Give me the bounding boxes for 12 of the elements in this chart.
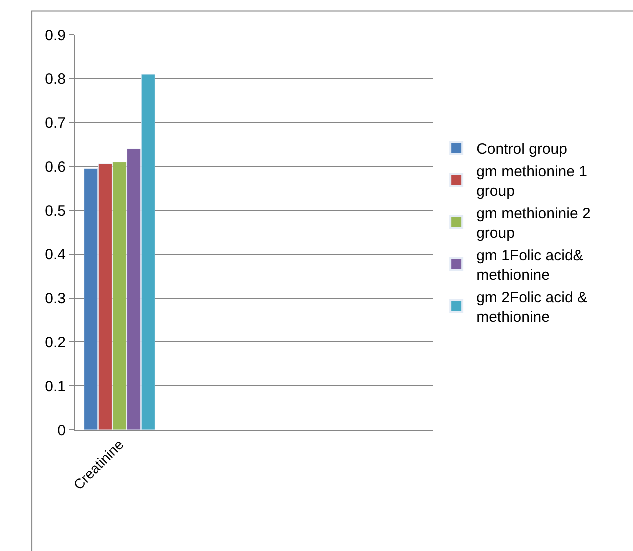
y-tick-label: 0 <box>58 422 66 440</box>
legend-label: gm 2Folic acid & methionine <box>476 290 588 326</box>
y-tick-label: 0.5 <box>45 202 66 220</box>
y-tick-label: 0.1 <box>45 378 66 396</box>
y-tick-label: 0.7 <box>45 115 66 132</box>
y-tick-label: 0.4 <box>45 246 66 264</box>
y-tick-label: 0.8 <box>45 71 66 88</box>
y-tick-label: 0.9 <box>45 27 66 44</box>
y-tick-label: 0.6 <box>45 158 66 176</box>
legend-label: Control group <box>476 141 568 158</box>
y-tick-label: 0.3 <box>45 290 66 308</box>
y-tick-label: 0.2 <box>45 334 66 352</box>
